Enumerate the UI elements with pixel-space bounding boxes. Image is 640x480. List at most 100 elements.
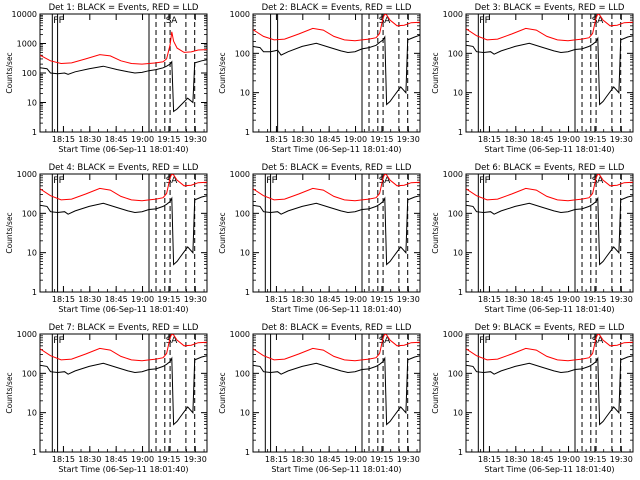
y-tick-label: 1 [245, 448, 250, 457]
y-tick-label: 10 [453, 89, 463, 98]
marker-label: A [384, 176, 391, 186]
plot-frame [465, 333, 634, 453]
y-tick-label: 1000 [17, 170, 37, 179]
series-lld-line [40, 334, 207, 362]
panel-det-6: Det 6: BLACK = Events, RED = LLD 1 10 100 10… [431, 163, 634, 314]
y-tick-label: 1000 [17, 330, 37, 339]
x-tick-label: 18:45 [105, 135, 128, 144]
x-tick-label: 18:30 [291, 295, 314, 304]
x-tick-label: 18:30 [78, 135, 101, 144]
y-tick-label: 1000 [443, 330, 463, 339]
marker-label: A [171, 176, 178, 186]
x-tick-label: 19:00 [344, 295, 367, 304]
y-tick-label: 100 [22, 369, 37, 378]
x-tick-label: 19:30 [184, 295, 207, 304]
panel-title: Det 8: BLACK = Events, RED = LLD [262, 323, 412, 333]
marker-label: S [379, 336, 385, 346]
x-tick-label: 19:00 [131, 295, 154, 304]
x-tick-label: 19:30 [184, 455, 207, 464]
marker-label: A [171, 336, 178, 346]
y-tick-label: 100 [448, 369, 463, 378]
marker-label: F [485, 336, 490, 346]
y-axis-label: Counts/sec [431, 52, 440, 93]
marker-label: S [379, 16, 385, 26]
y-tick-label: 1000 [230, 330, 250, 339]
y-tick-label: 10 [27, 409, 37, 418]
x-axis-label: Start Time (06-Sep-11 18:01:40) [484, 465, 614, 474]
panel-title: Det 1: BLACK = Events, RED = LLD [49, 3, 199, 13]
marker-label: F [272, 176, 277, 186]
x-tick-label: 19:00 [557, 295, 580, 304]
x-tick-label: 18:15 [478, 295, 501, 304]
marker-label: S [592, 176, 598, 186]
x-tick-label: 19:15 [157, 135, 180, 144]
y-tick-label: 1 [245, 128, 250, 137]
marker-label: S [592, 16, 598, 26]
x-tick-label: 18:30 [504, 295, 527, 304]
y-tick-label: 100 [235, 369, 250, 378]
y-axis-label: Counts/sec [5, 212, 14, 253]
y-tick-label: 1000 [443, 170, 463, 179]
x-tick-label: 18:45 [531, 295, 554, 304]
marker-label: F [59, 336, 64, 346]
y-axis-label: Counts/sec [218, 52, 227, 93]
x-tick-label: 19:30 [610, 295, 633, 304]
x-tick-label: 18:15 [478, 455, 501, 464]
series-events-line [466, 355, 633, 426]
x-tick-label: 18:15 [52, 295, 75, 304]
x-axis-label: Start Time (06-Sep-11 18:01:40) [58, 145, 188, 154]
y-tick-label: 1 [458, 448, 463, 457]
x-tick-label: 18:15 [265, 455, 288, 464]
y-tick-label: 10 [453, 409, 463, 418]
y-tick-label: 1 [32, 288, 37, 297]
series-events-line [466, 35, 633, 106]
marker-label: A [597, 336, 604, 346]
x-tick-label: 18:30 [78, 295, 101, 304]
x-tick-label: 19:15 [370, 295, 393, 304]
panel-det-9: Det 9: BLACK = Events, RED = LLD 1 10 100 10… [431, 323, 634, 474]
x-tick-label: 19:30 [184, 135, 207, 144]
x-tick-label: 19:15 [583, 455, 606, 464]
panel-det-8: Det 8: BLACK = Events, RED = LLD 1 10 100 10… [218, 323, 421, 474]
x-tick-label: 19:00 [344, 455, 367, 464]
plot-frame [252, 173, 421, 293]
y-tick-label: 1000 [230, 170, 250, 179]
x-tick-label: 18:30 [291, 135, 314, 144]
marker-label: A [597, 16, 604, 26]
y-tick-label: 1 [458, 288, 463, 297]
marker-label: F [59, 16, 64, 26]
x-axis-label: Start Time (06-Sep-11 18:01:40) [58, 465, 188, 474]
x-tick-label: 18:15 [265, 295, 288, 304]
x-axis-label: Start Time (06-Sep-11 18:01:40) [271, 145, 401, 154]
plot-frame [39, 333, 208, 453]
marker-label: A [384, 336, 391, 346]
panel-title: Det 6: BLACK = Events, RED = LLD [475, 163, 625, 173]
x-tick-label: 19:00 [131, 455, 154, 464]
x-tick-label: 18:15 [52, 455, 75, 464]
marker-label: S [166, 176, 172, 186]
x-tick-label: 18:45 [318, 135, 341, 144]
marker-label: F [479, 176, 484, 186]
y-tick-label: 10 [240, 409, 250, 418]
panel-det-4: Det 4: BLACK = Events, RED = LLD 1 10 100 10… [5, 163, 208, 314]
marker-label: F [53, 176, 58, 186]
x-tick-label: 18:45 [105, 295, 128, 304]
series-lld-line [466, 334, 633, 362]
y-tick-label: 1 [245, 288, 250, 297]
y-tick-label: 100 [235, 209, 250, 218]
marker-label: S [592, 336, 598, 346]
series-lld-line [40, 174, 207, 202]
x-tick-label: 18:30 [504, 135, 527, 144]
marker-label: F [479, 336, 484, 346]
x-tick-label: 19:30 [610, 135, 633, 144]
x-tick-label: 18:15 [478, 135, 501, 144]
x-axis-label: Start Time (06-Sep-11 18:01:40) [271, 465, 401, 474]
x-tick-label: 19:00 [557, 135, 580, 144]
y-tick-label: 10 [27, 99, 37, 108]
plot-frame [465, 173, 634, 293]
panel-det-5: Det 5: BLACK = Events, RED = LLD 1 10 100 10… [218, 163, 421, 314]
marker-label: F [53, 16, 58, 26]
x-axis-label: Start Time (06-Sep-11 18:01:40) [271, 305, 401, 314]
marker-label: F [485, 16, 490, 26]
panel-det-1: Det 1: BLACK = Events, RED = LLD 1 10 100 10… [5, 3, 208, 154]
